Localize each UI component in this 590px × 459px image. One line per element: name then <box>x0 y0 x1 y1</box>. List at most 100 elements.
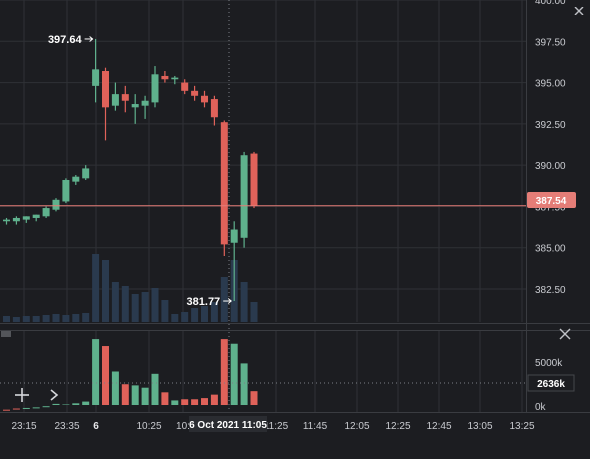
candle-body <box>131 104 139 108</box>
overlay-volume-bar <box>62 315 70 322</box>
volume-bar <box>131 385 139 405</box>
candle-body <box>210 99 218 118</box>
candle-body <box>220 122 228 245</box>
overlay-volume-bar <box>82 313 90 322</box>
volume-bar <box>141 387 149 405</box>
volume-bar <box>42 406 50 408</box>
candle-body <box>82 168 90 179</box>
overlay-volume-bar <box>181 312 189 322</box>
overlay-volume-bar <box>201 306 208 322</box>
overlay-volume-bar <box>161 300 169 322</box>
overlay-volume-bar <box>121 286 129 322</box>
volume-bar <box>151 373 159 405</box>
candle-body <box>42 208 50 217</box>
volume-bar <box>230 343 238 405</box>
candle-body <box>22 216 30 220</box>
overlay-volume-bar <box>250 302 258 322</box>
chevron-right-icon[interactable] <box>46 385 62 405</box>
current-volume-badge: 2636k <box>527 374 575 392</box>
time-axis[interactable]: 23:15 23:35 6 10:25 10: 11:25 11:45 12:05 12:25 1… <box>11 421 534 432</box>
volume-bar <box>161 392 169 405</box>
overlay-volume-bar <box>3 316 10 322</box>
candle-body <box>72 176 80 182</box>
volume-bar <box>22 407 30 409</box>
price-axis[interactable]: 400.00397.50395.00392.50390.00387.50385.… <box>535 0 566 296</box>
overlay-volume-bar <box>171 314 179 322</box>
overlay-volume-bar <box>92 254 100 322</box>
overlay-volume-bar <box>12 317 20 322</box>
volume-tick-label: 0k <box>535 402 547 413</box>
volume-bar <box>52 403 60 405</box>
time-tick-label: 12:05 <box>344 421 369 432</box>
overlay-volume-bar <box>111 282 119 322</box>
candle-body <box>92 69 100 86</box>
volume-bar <box>111 371 119 405</box>
volume-bar <box>3 409 10 411</box>
candle-body <box>121 94 129 101</box>
overlay-volume-bar <box>52 314 60 322</box>
candlesticks <box>3 38 258 302</box>
grid <box>0 0 590 413</box>
candle-body <box>230 229 238 243</box>
price-tick-label: 400.00 <box>535 0 566 7</box>
candle-body <box>250 153 258 206</box>
candle-body <box>141 100 149 106</box>
candle-body <box>181 82 189 91</box>
volume-bar <box>191 399 199 405</box>
close-volume-pane-icon[interactable] <box>557 326 573 342</box>
overlay-volume-bar <box>141 292 149 322</box>
volume-bar <box>240 363 248 405</box>
current-price-badge: 387.54 <box>527 192 576 208</box>
top-close-icon[interactable] <box>572 0 586 16</box>
time-tick-label: 6 <box>93 421 99 432</box>
price-tick-label: 395.00 <box>535 79 566 90</box>
volume-tick-label: 5000k <box>535 358 563 369</box>
time-tick-label: 12:25 <box>385 421 410 432</box>
candle-body <box>171 77 179 80</box>
candle-body <box>240 155 248 238</box>
candle-body <box>32 214 40 218</box>
candle-body <box>201 95 208 103</box>
time-tick-label: 11:45 <box>303 421 328 432</box>
overlay-volume-bar <box>102 260 109 322</box>
candle-body <box>161 75 169 80</box>
overlay-volume-bar <box>151 288 159 322</box>
volume-bar <box>92 339 100 405</box>
price-tick-label: 385.00 <box>535 244 566 255</box>
high-annotation-arrowhead <box>89 36 94 42</box>
candle-body <box>191 90 199 96</box>
candle-body <box>62 179 70 202</box>
time-tick-label: 11:25 <box>264 421 289 432</box>
overlay-volume-bar <box>240 282 248 322</box>
volume-bar <box>220 339 228 405</box>
candle-body <box>111 94 119 106</box>
volume-bar <box>102 346 109 405</box>
volume-bar <box>210 394 218 405</box>
candle-body <box>52 199 60 210</box>
overlay-volume-bar <box>72 314 80 322</box>
low-annotation-arrowhead <box>227 298 232 304</box>
crosshair-and-lines <box>0 0 526 412</box>
time-tick-label: 23:35 <box>54 421 79 432</box>
high-price-annotation: 397.64 <box>48 34 83 46</box>
overlay-volume-bar <box>191 308 199 322</box>
plus-icon[interactable] <box>12 385 32 405</box>
time-tick-label: 10: <box>176 421 190 432</box>
current-price-label: 387.54 <box>536 196 567 207</box>
overlay-volume-bar <box>131 294 139 322</box>
candle-body <box>102 71 109 108</box>
price-tick-label: 382.50 <box>535 285 566 296</box>
overlay-volume-bar <box>22 316 30 322</box>
volume-axis: 5000k 0k <box>535 358 563 413</box>
overlay-volume-bar <box>32 316 40 322</box>
low-price-annotation: 381.77 <box>187 296 221 308</box>
volume-bar <box>72 403 80 405</box>
volume-bar <box>82 401 90 405</box>
volume-bar <box>62 404 70 405</box>
pane-resize-handle-icon[interactable] <box>0 322 12 337</box>
volume-bar <box>171 400 179 405</box>
volume-bars <box>3 339 258 411</box>
price-tick-label: 392.50 <box>535 120 566 131</box>
overlay-volume-bar <box>210 302 218 322</box>
